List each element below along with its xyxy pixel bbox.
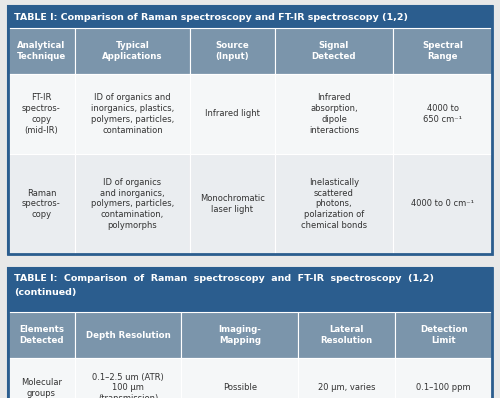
Bar: [395, 312, 492, 358]
Bar: [274, 74, 394, 154]
Text: Source
(Input): Source (Input): [216, 41, 249, 61]
Text: TABLE I:  Comparison  of  Raman  spectroscopy  and  FT-IR  spectroscopy  (1,2): TABLE I: Comparison of Raman spectroscop…: [14, 274, 434, 283]
Bar: [298, 312, 395, 358]
Text: FT-IR
spectros-
copy
(mid-IR): FT-IR spectros- copy (mid-IR): [22, 94, 61, 135]
Text: Infrared
absorption,
dipole
interactions: Infrared absorption, dipole interactions: [309, 94, 359, 135]
Bar: [394, 28, 492, 74]
Text: Depth Resolution: Depth Resolution: [86, 330, 170, 339]
Text: Imaging-
Mapping: Imaging- Mapping: [218, 325, 262, 345]
Text: 20 μm, varies: 20 μm, varies: [318, 384, 376, 392]
Text: Signal
Detected: Signal Detected: [312, 41, 356, 61]
Bar: [394, 154, 492, 254]
Text: 4000 to 0 cm⁻¹: 4000 to 0 cm⁻¹: [411, 199, 474, 209]
Bar: [182, 358, 298, 398]
Bar: [8, 268, 492, 398]
Bar: [274, 154, 394, 254]
Text: TABLE I: Comparison of Raman spectroscopy and FT-IR spectroscopy (1,2): TABLE I: Comparison of Raman spectroscop…: [14, 12, 408, 21]
Text: Monochromatic
laser light: Monochromatic laser light: [200, 194, 265, 214]
Text: Possible: Possible: [223, 384, 257, 392]
Text: ID of organics
and inorganics,
polymers, particles,
contamination,
polymorphs: ID of organics and inorganics, polymers,…: [91, 178, 174, 230]
Bar: [8, 6, 492, 254]
Text: 0.1–2.5 um (ATR)
100 μm
(transmission): 0.1–2.5 um (ATR) 100 μm (transmission): [92, 373, 164, 398]
Bar: [395, 358, 492, 398]
Bar: [75, 312, 182, 358]
Text: Typical
Applications: Typical Applications: [102, 41, 162, 61]
Bar: [298, 358, 395, 398]
Bar: [8, 358, 75, 398]
Text: Inelastically
scattered
photons,
polarization of
chemical bonds: Inelastically scattered photons, polariz…: [301, 178, 367, 230]
Bar: [190, 74, 274, 154]
Bar: [182, 312, 298, 358]
Text: Molecular
groups: Molecular groups: [21, 378, 62, 398]
Bar: [75, 74, 190, 154]
Bar: [75, 358, 182, 398]
Text: 4000 to
650 cm⁻¹: 4000 to 650 cm⁻¹: [423, 104, 462, 124]
Bar: [8, 154, 75, 254]
Bar: [8, 268, 492, 312]
Bar: [190, 28, 274, 74]
Text: ID of organics and
inorganics, plastics,
polymers, particles,
contamination: ID of organics and inorganics, plastics,…: [91, 94, 174, 135]
Text: Infrared light: Infrared light: [205, 109, 260, 119]
Text: Lateral
Resolution: Lateral Resolution: [320, 325, 373, 345]
Bar: [8, 6, 492, 28]
Bar: [8, 6, 492, 254]
Bar: [274, 28, 394, 74]
Bar: [394, 74, 492, 154]
Bar: [75, 28, 190, 74]
Text: 0.1–100 ppm: 0.1–100 ppm: [416, 384, 471, 392]
Bar: [8, 28, 75, 74]
Bar: [75, 154, 190, 254]
Bar: [8, 268, 492, 398]
Bar: [190, 154, 274, 254]
Text: Elements
Detected: Elements Detected: [19, 325, 64, 345]
Text: (continued): (continued): [14, 288, 76, 297]
Text: Spectral
Range: Spectral Range: [422, 41, 463, 61]
Text: Detection
Limit: Detection Limit: [420, 325, 468, 345]
Bar: [8, 74, 75, 154]
Text: Analytical
Technique: Analytical Technique: [17, 41, 66, 61]
Text: Raman
spectros-
copy: Raman spectros- copy: [22, 189, 61, 219]
Bar: [8, 312, 75, 358]
